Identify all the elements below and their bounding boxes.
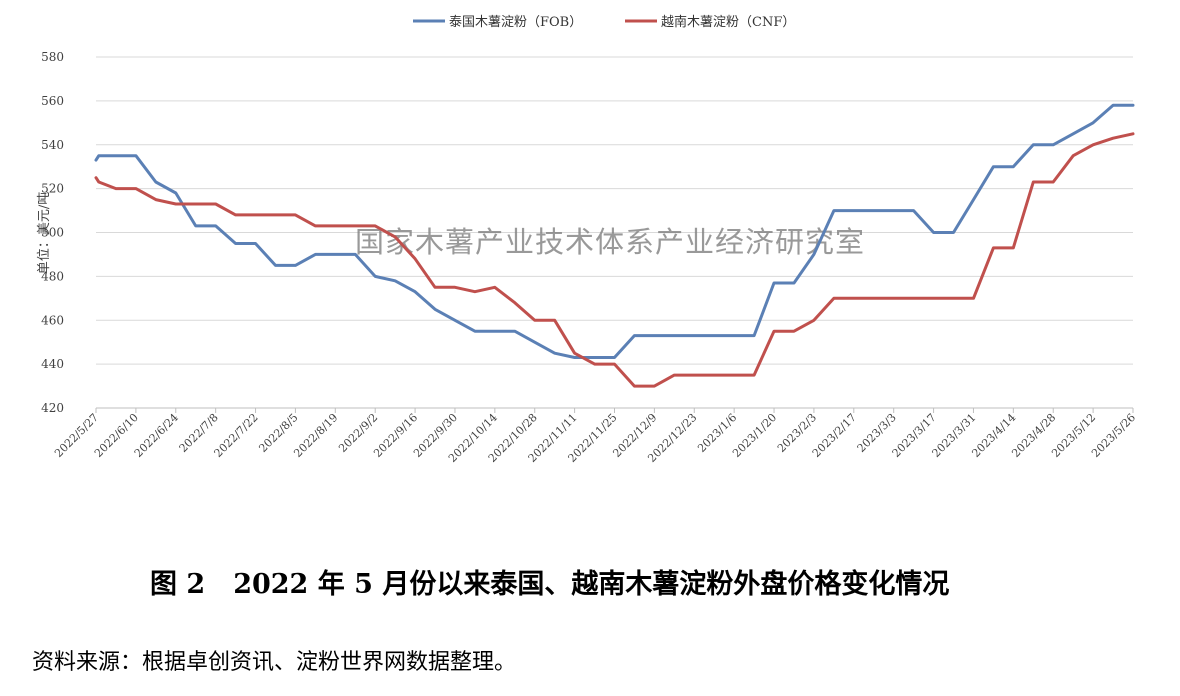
y-tick-label: 540: [41, 138, 64, 152]
legend: 泰国木薯淀粉（FOB） 越南木薯淀粉（CNF）: [413, 14, 795, 30]
axes: [95, 407, 1134, 413]
source-note: 资料来源：根据卓创资讯、淀粉世界网数据整理。: [32, 650, 517, 675]
y-tick-label: 480: [41, 269, 64, 283]
y-tick-label: 560: [41, 94, 64, 108]
grid-lines: [96, 56, 1133, 365]
y-tick-label: 520: [41, 182, 64, 196]
figure-caption: 图 2 2022 年 5 月份以来泰国、越南木薯淀粉外盘价格变化情况: [150, 562, 949, 601]
y-tick-label: 580: [41, 50, 64, 64]
chart: 420 440 460 480 500 520 540 560 580 2022/5/27202…: [37, 14, 1138, 465]
x-tick-labels: 2022/5/272022/6/102022/6/242022/7/82022/…: [52, 411, 1138, 465]
y-tick-label: 500: [41, 226, 64, 240]
y-axis-label: 单位：美元/吨: [37, 192, 52, 274]
y-tick-labels: 420 440 460 480 500 520 540 560 580: [41, 50, 64, 415]
legend-label-viet: 越南木薯淀粉（CNF）: [661, 14, 795, 30]
legend-label-thai: 泰国木薯淀粉（FOB）: [449, 15, 582, 30]
figure-title: 2022 年 5 月份以来泰国、越南木薯淀粉外盘价格变化情况: [233, 569, 950, 600]
series-lines: [94, 103, 1135, 388]
y-tick-label: 440: [41, 357, 64, 371]
y-tick-label: 460: [41, 313, 64, 327]
figure-number: 图 2: [150, 569, 206, 600]
y-tick-label: 420: [41, 401, 64, 415]
series-line-vietnam-cnf: [94, 132, 1135, 388]
watermark: 国家木薯产业技术体系产业经济研究室: [355, 225, 865, 259]
series-line-thai-fob: [94, 103, 1135, 359]
